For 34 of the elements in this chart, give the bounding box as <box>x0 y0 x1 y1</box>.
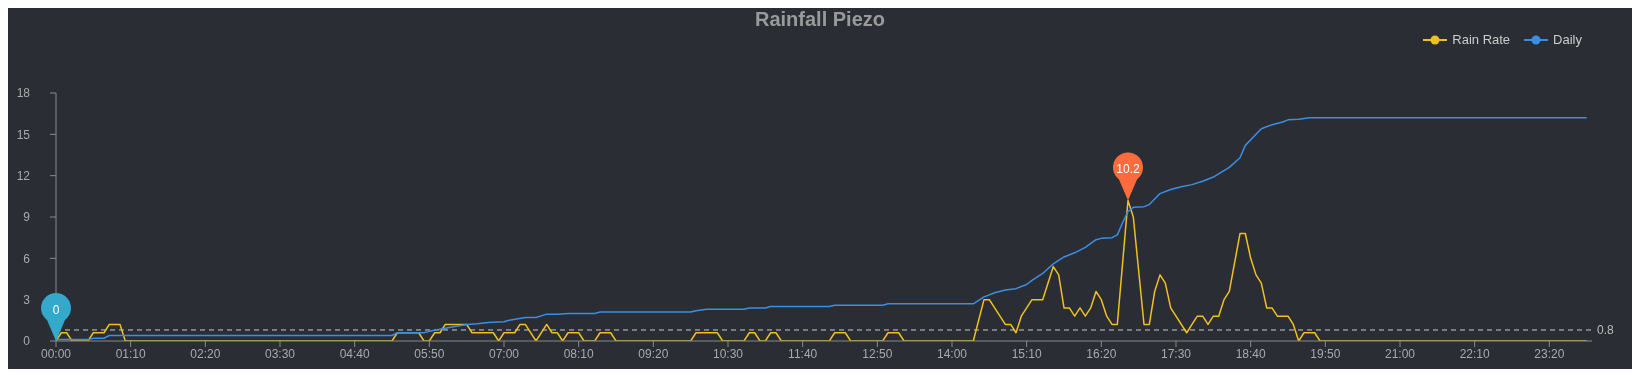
y-tick-label: 15 <box>16 127 31 142</box>
y-tick-label: 9 <box>23 210 31 225</box>
y-tick-label: 18 <box>16 86 31 101</box>
x-tick-label: 02:20 <box>190 346 221 361</box>
x-tick-label: 14:00 <box>936 346 968 361</box>
x-tick-label: 22:10 <box>1459 346 1491 361</box>
x-tick-label: 15:10 <box>1011 346 1043 361</box>
x-tick-label: 07:00 <box>488 346 520 361</box>
x-tick-label: 23:20 <box>1534 346 1565 361</box>
y-tick-label: 12 <box>16 168 31 183</box>
annotation: 10.2 <box>1116 162 1140 177</box>
legend-label: Rain Rate <box>1452 32 1511 47</box>
x-tick-label: 12:50 <box>862 346 893 361</box>
y-tick-label: 0 <box>23 334 31 349</box>
x-tick-label: 00:00 <box>40 346 72 361</box>
x-tick-label: 16:20 <box>1086 346 1117 361</box>
y-tick-label: 6 <box>23 251 31 266</box>
x-tick-label: 03:30 <box>264 346 296 361</box>
y-tick-label: 3 <box>23 292 31 307</box>
x-tick-label: 04:40 <box>339 346 371 361</box>
annotation: 0 <box>52 303 60 317</box>
ref-line-label: 0.8 <box>1597 323 1615 338</box>
x-tick-label: 17:30 <box>1160 346 1192 361</box>
legend-label: Daily <box>1553 32 1582 47</box>
chart-title: Rainfall Piezo <box>754 8 886 31</box>
x-tick-label: 09:20 <box>638 346 669 361</box>
x-tick-label: 19:50 <box>1310 346 1341 361</box>
x-tick-label: 21:00 <box>1384 346 1416 361</box>
x-tick-label: 18:40 <box>1235 346 1267 361</box>
x-tick-label: 08:10 <box>563 346 595 361</box>
x-tick-label: 05:50 <box>414 346 445 361</box>
x-tick-label: 11:40 <box>788 346 818 361</box>
x-tick-label: 10:30 <box>712 346 744 361</box>
x-tick-label: 01:10 <box>115 346 147 361</box>
